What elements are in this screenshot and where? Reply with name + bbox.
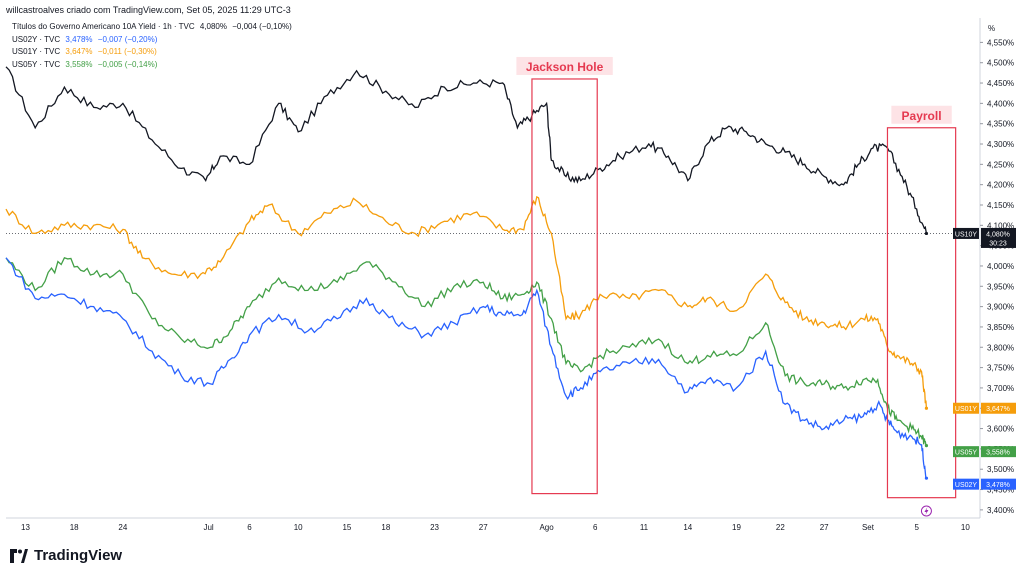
y-tick-label: 3,450%: [987, 486, 1014, 495]
price-tag-name-bg: [953, 446, 979, 458]
price-tag-value: 3,478%: [986, 482, 1010, 489]
legend-label: US05Y · TVC: [12, 59, 61, 69]
annotation-box: [886, 127, 957, 499]
x-tick-label: Jul: [203, 523, 213, 532]
y-tick-label: 4,000%: [987, 262, 1014, 271]
legend-row-us05y[interactable]: US05Y · TVC 3,558% −0,005 (−0,14%): [12, 59, 295, 72]
y-tick-label: 3,750%: [987, 364, 1014, 373]
price-tag-value: 3,647%: [986, 406, 1010, 413]
price-tag-name-bg: [953, 478, 979, 490]
x-tick-label: 5: [914, 523, 919, 532]
price-tag-value-bg: [981, 478, 1016, 490]
legend-label: US01Y · TVC: [12, 47, 61, 56]
legend-value: 4,080%: [199, 22, 227, 31]
legend-value: 3,478%: [65, 34, 93, 44]
x-tick-label: 22: [776, 523, 785, 532]
brand-text: TradingView: [34, 547, 123, 564]
y-axis-unit: %: [988, 24, 996, 33]
price-tag-name-bg: [953, 227, 979, 239]
attribution-text: willcastroalves criado com TradingView.c…: [6, 5, 291, 15]
y-tick-label: 3,500%: [987, 465, 1014, 474]
price-tag-countdown: 30:23: [989, 240, 1007, 247]
x-tick-label: 6: [593, 523, 598, 532]
x-tick-label: 15: [342, 523, 351, 532]
annotation-label-bg: [516, 56, 613, 75]
y-tick-label: 4,550%: [987, 38, 1014, 47]
y-tick-label: 4,300%: [987, 140, 1014, 149]
tradingview-logo[interactable]: TradingView: [8, 547, 122, 564]
x-tick-label: 19: [732, 523, 741, 532]
annotation-label: Jackson Hole: [526, 60, 604, 74]
series-last-point-us01y: [924, 406, 929, 410]
x-tick-label: Ago: [539, 523, 554, 532]
y-tick-label: 4,450%: [987, 79, 1014, 88]
price-tag-name-bg: [953, 402, 979, 414]
x-tick-label: 13: [21, 523, 30, 532]
legend-value: 3,647%: [65, 47, 93, 56]
y-tick-label: 4,150%: [987, 201, 1014, 210]
x-tick-label: 10: [294, 523, 303, 532]
price-tag-name: US10Y: [955, 231, 978, 238]
series-line-us01y: [5, 195, 928, 409]
series-line-us10y: [5, 66, 928, 234]
legend: Títulos do Governo Americano 10A Yield ·…: [12, 21, 295, 71]
series-line-us05y: [5, 257, 927, 446]
series-last-point-us02y: [924, 476, 929, 480]
price-tag-value-bg: [981, 446, 1016, 458]
y-tick-label: 3,800%: [987, 343, 1014, 352]
x-tick-label: 14: [683, 523, 692, 532]
legend-row-us01y[interactable]: US01Y · TVC 3,647% −0,011 (−0,30%): [12, 46, 295, 59]
legend-label: US02Y · TVC: [12, 34, 61, 44]
price-tag-name: US01Y: [955, 406, 978, 413]
legend-label: Títulos do Governo Americano 10A Yield ·…: [12, 22, 195, 31]
legend-change: −0,005 (−0,14%): [97, 59, 158, 69]
x-tick-label: 23: [430, 523, 439, 532]
y-tick-label: 3,400%: [987, 506, 1014, 515]
annotation-label-bg: [891, 105, 952, 124]
y-tick-label: 4,400%: [987, 99, 1014, 108]
legend-change: −0,011 (−0,30%): [97, 47, 157, 56]
x-tick-label: 6: [247, 523, 252, 532]
price-tag-value-bg: [981, 402, 1016, 414]
legend-row-us10y[interactable]: Títulos do Governo Americano 10A Yield ·…: [12, 21, 295, 34]
x-tick-label: 11: [640, 523, 649, 532]
y-tick-label: 3,950%: [987, 282, 1014, 291]
y-tick-label: 3,850%: [987, 323, 1014, 332]
legend-change: −0,004 (−0,10%): [232, 22, 292, 31]
y-tick-label: 4,350%: [987, 120, 1014, 129]
y-tick-label: 4,200%: [987, 181, 1014, 190]
x-tick-label: 18: [381, 523, 390, 532]
price-tag-name: US02Y: [955, 482, 978, 489]
price-tag-name: US05Y: [955, 450, 978, 457]
legend-value: 3,558%: [65, 59, 93, 69]
legend-change: −0,007 (−0,20%): [97, 34, 158, 44]
tradingview-logo-icon: [10, 548, 28, 563]
x-tick-label: 18: [70, 523, 79, 532]
x-tick-label: 27: [479, 523, 488, 532]
price-tag-value: 4,080%: [986, 231, 1010, 238]
x-tick-label: 24: [118, 523, 127, 532]
x-tick-label: 10: [961, 523, 970, 532]
y-tick-label: 3,900%: [987, 303, 1014, 312]
x-tick-label: Set: [862, 523, 875, 532]
annotation-label: Payroll: [902, 109, 942, 123]
series-line-us02y: [5, 257, 927, 480]
y-tick-label: 3,700%: [987, 384, 1014, 393]
annotation-box: [531, 78, 598, 495]
series-last-point-us05y: [924, 444, 929, 448]
price-tag-value-bg: [981, 227, 1016, 248]
event-marker-icon: [920, 505, 932, 517]
y-tick-label: 3,600%: [987, 425, 1014, 434]
y-tick-label: 4,250%: [987, 160, 1014, 169]
y-tick-label: 4,500%: [987, 59, 1014, 68]
price-tag-value: 3,558%: [986, 450, 1010, 457]
y-tick-label: 4,100%: [987, 221, 1014, 230]
lightning-icon: [924, 507, 929, 515]
x-tick-label: 27: [820, 523, 829, 532]
legend-row-us02y[interactable]: US02Y · TVC 3,478% −0,007 (−0,20%): [12, 34, 295, 47]
series-last-point-us10y: [924, 231, 929, 236]
